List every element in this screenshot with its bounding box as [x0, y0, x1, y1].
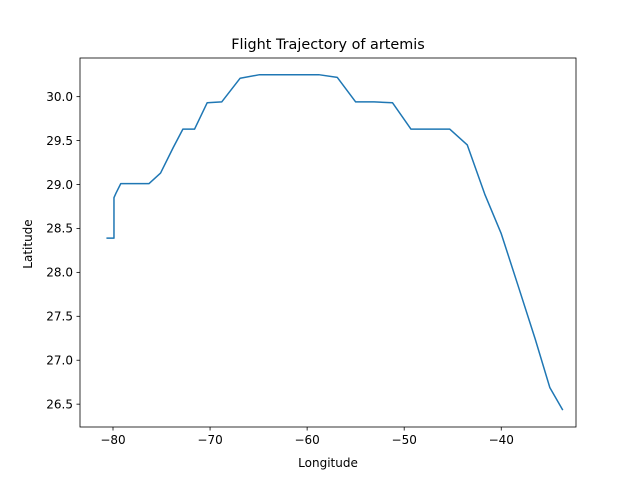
- x-tick-label: −70: [197, 433, 222, 447]
- plot-frame: [79, 57, 577, 428]
- y-tick-label: 28.5: [46, 222, 73, 236]
- chart-title: Flight Trajectory of artemis: [231, 37, 425, 53]
- series-line-0: [106, 73, 564, 411]
- y-axis-label: Latitude: [21, 219, 35, 268]
- x-axis-label: Longitude: [298, 456, 358, 470]
- x-tick-label: −80: [100, 433, 125, 447]
- plot-area: −80 −70 −60 −50 −40 26.5 27.0 27.5 28.0 28.5 29.0 2…: [46, 57, 577, 447]
- y-tick-label: 28.0: [46, 266, 73, 280]
- x-tick-label: −60: [294, 433, 319, 447]
- y-tick-label: 26.5: [46, 397, 73, 411]
- y-tick-label: 29.0: [46, 178, 73, 192]
- y-tick-label: 29.5: [46, 134, 73, 148]
- x-tick-label: −40: [489, 433, 514, 447]
- y-tick-label: 27.0: [46, 354, 73, 368]
- y-tick-label: 27.5: [46, 310, 73, 324]
- y-tick-label: 30.0: [46, 90, 73, 104]
- x-tick-label: −50: [392, 433, 417, 447]
